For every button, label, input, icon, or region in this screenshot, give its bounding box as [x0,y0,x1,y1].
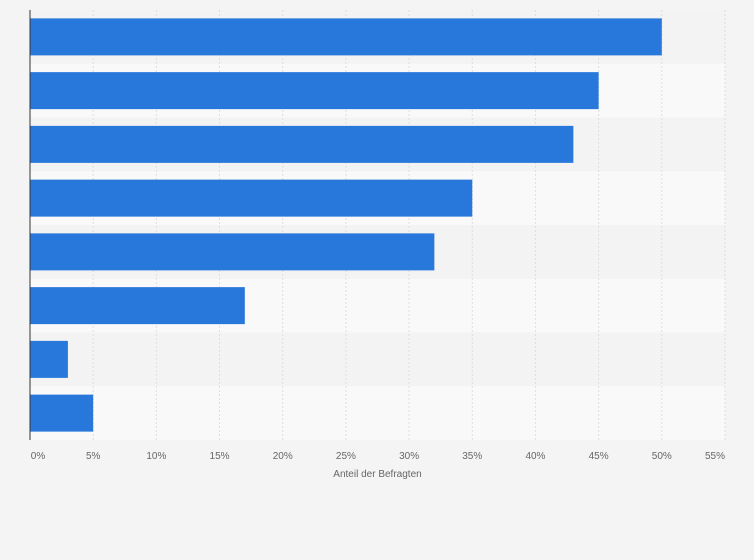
bar [30,72,599,110]
x-tick-label: 30% [399,451,419,462]
x-tick-label: 0% [31,451,46,462]
bar [30,287,245,325]
bars [30,18,662,432]
x-tick-label: 55% [705,451,725,462]
x-tick-label: 25% [336,451,356,462]
x-tick-label: 5% [86,451,101,462]
bar [30,18,662,56]
bar [30,340,68,378]
bar [30,394,94,432]
x-tick-label: 40% [525,451,545,462]
x-tick-label: 10% [146,451,166,462]
x-tick-labels: 0% 5% 10% 15% 20% 25% 30% 35% 40% 45% 50% 55% [31,451,725,462]
x-tick-label: 35% [462,451,482,462]
x-axis-title: Anteil der Befragten [333,469,421,480]
x-tick-label: 50% [652,451,672,462]
bar [30,233,435,271]
row-band [30,386,725,440]
x-tick-label: 15% [210,451,230,462]
row-band [30,332,725,387]
x-tick-label: 45% [589,451,609,462]
x-tick-label: 20% [273,451,293,462]
bar [30,179,473,217]
bar [30,125,574,163]
